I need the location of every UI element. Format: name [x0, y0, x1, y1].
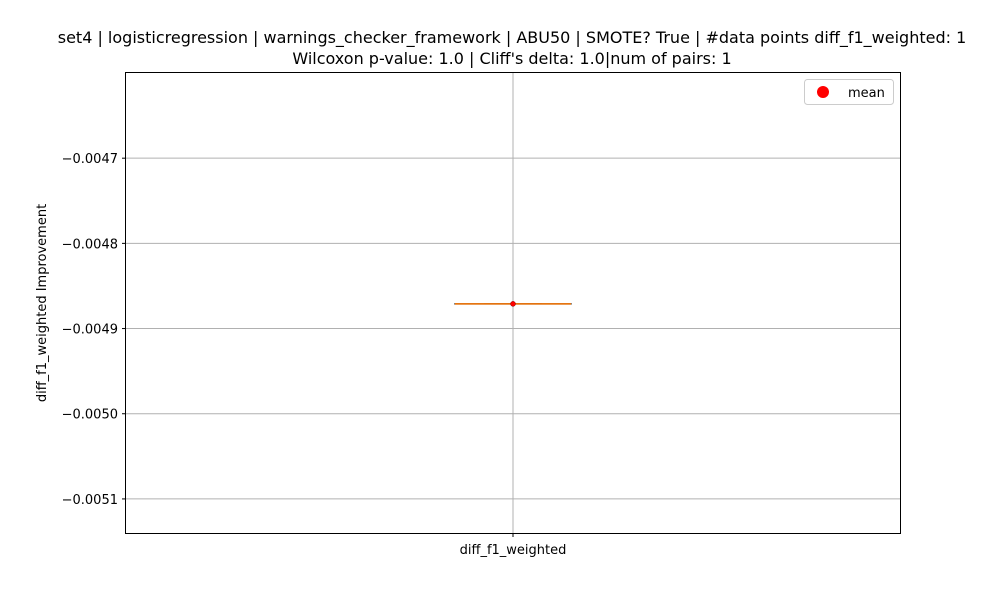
y-axis-label: diff_f1_weighted Improvement [35, 204, 50, 402]
y-tick-label: −0.0047 [62, 152, 118, 167]
legend-mean-label: mean [848, 86, 885, 101]
legend-frame [804, 79, 894, 105]
y-tick-label: −0.0051 [62, 493, 118, 508]
y-axis-ticks: −0.0047 −0.0048 −0.0049 −0.0050 −0.0051 [62, 152, 126, 508]
y-tick-label: −0.0050 [62, 408, 118, 423]
plot-frame [125, 72, 901, 534]
y-tick-label: −0.0049 [62, 323, 118, 338]
chart-title-line2: Wilcoxon p-value: 1.0 | Cliff's delta: 1… [292, 49, 731, 68]
y-tick-label: −0.0048 [62, 237, 118, 252]
x-axis-ticks: diff_f1_weighted [460, 533, 567, 558]
mean-marker [510, 301, 516, 307]
chart-title-line1: set4 | logisticregression | warnings_che… [58, 28, 967, 48]
box-plot-marks [454, 301, 572, 307]
legend: mean [804, 79, 894, 105]
legend-mean-marker [817, 86, 829, 98]
x-tick-label: diff_f1_weighted [460, 543, 567, 558]
